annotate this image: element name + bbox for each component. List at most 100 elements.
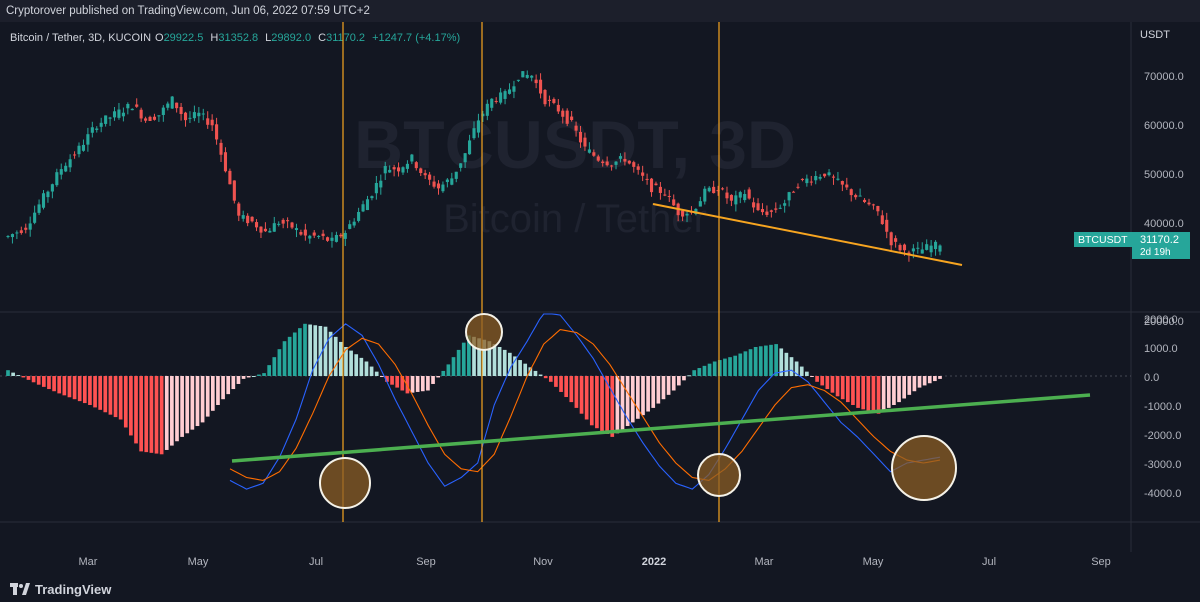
candle-body (108, 117, 112, 119)
histogram-bar (723, 358, 727, 376)
histogram-bar (912, 376, 917, 392)
histogram-bar (349, 350, 353, 376)
histogram-bar (369, 366, 374, 376)
candle-body (578, 131, 583, 143)
macd-tick: -3000.0 (1144, 459, 1181, 471)
candle-body (50, 184, 54, 192)
histogram-bar (236, 376, 241, 384)
histogram-bar (779, 348, 784, 376)
histogram-bar (676, 376, 681, 386)
candle-body (547, 99, 552, 101)
candle-body (521, 71, 525, 78)
time-label: Sep (416, 556, 436, 568)
time-label: Jul (982, 556, 996, 568)
footer-bar: TradingView (0, 578, 1200, 602)
candle-body (720, 188, 725, 190)
candle-body (885, 219, 889, 232)
candle-body (388, 169, 392, 173)
candle-body (206, 118, 210, 125)
candle-body (290, 222, 294, 228)
histogram-bar (108, 376, 113, 415)
svg-text:O29922.5 H31352.8: O29922.5 H31352.8 L29892.0 C31170.2 +124… (155, 32, 460, 44)
price-axis[interactable]: USDT 70000.0 60000.0 50000.0 40000.0 200… (1140, 29, 1184, 328)
candle-body (41, 193, 46, 208)
open-label: O (155, 32, 164, 44)
histogram-bar (774, 344, 778, 376)
chart-area[interactable]: BTCUSDT, 3D Bitcoin / Tether Bitcoin / T… (0, 22, 1200, 578)
candle-body (414, 162, 418, 169)
candle-body (862, 199, 867, 203)
time-label: Jul (309, 556, 323, 568)
candle-body (911, 248, 915, 252)
macd-support-line[interactable] (231, 393, 1091, 463)
candle-body (33, 212, 37, 223)
histogram-bar (543, 376, 548, 379)
candle-body (46, 191, 50, 198)
candle-body (277, 223, 281, 225)
histogram-bar (528, 367, 533, 376)
histogram-bar (533, 370, 538, 376)
histogram-bar (666, 376, 671, 395)
candle-body (516, 79, 520, 81)
histogram-bar (226, 376, 231, 395)
histogram-bar (794, 361, 799, 376)
histogram-bar (692, 370, 697, 376)
candle-body (823, 173, 827, 177)
histogram-bar (845, 376, 850, 403)
histogram-bar (815, 376, 819, 382)
histogram-bar (159, 376, 164, 455)
candle-body (796, 186, 800, 188)
histogram-bar (840, 376, 845, 400)
candle-body (24, 227, 28, 230)
histogram-bar (26, 376, 31, 380)
tradingview-brand[interactable]: TradingView (10, 582, 111, 597)
histogram-bar (702, 365, 707, 376)
candle-body (543, 89, 547, 105)
histogram-bar (825, 376, 830, 390)
histogram-bar (830, 376, 835, 393)
candle-body (348, 224, 352, 229)
histogram-bar (584, 376, 589, 420)
histogram-bar (170, 376, 174, 446)
candle-body (308, 235, 312, 239)
candle-body (499, 92, 503, 103)
time-label: May (188, 556, 209, 568)
candle-body (698, 201, 702, 207)
histogram-bar (559, 376, 563, 392)
price-tag-price: 31170.2 (1140, 234, 1179, 246)
candle-body (130, 108, 134, 111)
histogram-bar (175, 376, 179, 442)
candle-body (392, 167, 396, 170)
histogram-bar (856, 376, 860, 408)
candle-body (818, 176, 822, 179)
time-axis[interactable]: Mar May Jul Sep Nov 2022 Mar May Jul Sep (79, 556, 1111, 568)
candle-body (685, 213, 689, 216)
histogram-bar (927, 376, 932, 384)
candle-body (428, 174, 432, 180)
candle-body (490, 98, 494, 108)
macd-tick: 0.0 (1144, 372, 1159, 384)
histogram-bar (385, 376, 389, 382)
histogram-bar (548, 376, 553, 382)
candle-body (286, 220, 290, 222)
histogram-bar (712, 361, 717, 376)
candle-body (144, 118, 148, 121)
candle-body (587, 149, 591, 153)
candle-body (401, 167, 405, 173)
candle-body (858, 195, 862, 197)
candle-body (836, 178, 840, 180)
histogram-bar (656, 376, 661, 404)
candle-body (28, 223, 32, 230)
histogram-bar (72, 376, 77, 400)
candle-body (112, 111, 117, 118)
candle-body (934, 241, 938, 250)
candle-body (601, 161, 605, 164)
histogram-bar (876, 376, 881, 414)
price-trendline[interactable] (652, 203, 963, 266)
candle-body (419, 168, 423, 174)
candle-body (90, 127, 94, 133)
candle-body (712, 186, 716, 194)
histogram-bar (154, 376, 159, 454)
macd-axis[interactable]: 2000.0 1000.0 0.0 -1000.0 -2000.0 -3000.… (1144, 314, 1181, 500)
time-label: Mar (755, 556, 774, 568)
